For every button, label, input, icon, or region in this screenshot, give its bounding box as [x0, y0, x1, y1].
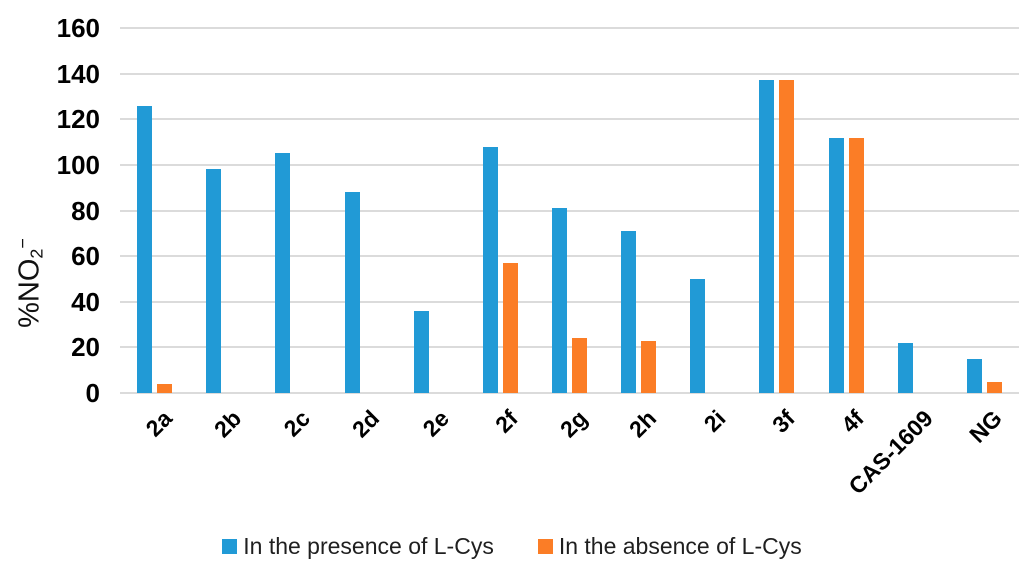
- x-category-label-2d: 2d: [347, 405, 385, 443]
- gridline-60: [120, 255, 1019, 258]
- legend: In the presence of L-Cys In the absence …: [0, 533, 1024, 560]
- bar-presence-2c: [275, 153, 291, 393]
- legend-label-absence: In the absence of L-Cys: [558, 533, 802, 559]
- bar-presence-2i: [690, 278, 706, 393]
- bar-absence-2f: [502, 262, 518, 393]
- plot-area: [120, 27, 1019, 394]
- bar-presence-2b: [206, 169, 222, 393]
- y-tick-label-120: 120: [56, 104, 100, 135]
- x-category-label-4f: 4f: [835, 405, 869, 438]
- gridline-160: [120, 27, 1019, 29]
- bar-presence-2e: [413, 310, 429, 393]
- x-category-label-2f: 2f: [489, 405, 523, 438]
- gridline-120: [120, 118, 1019, 121]
- bar-absence-2g: [572, 338, 587, 393]
- y-tick-label-160: 160: [56, 13, 100, 43]
- x-category-label-2b: 2b: [208, 405, 247, 443]
- legend-item-presence: In the presence of L-Cys: [222, 533, 494, 560]
- y-tick-label-60: 60: [71, 241, 100, 272]
- y-tick-label-140: 140: [56, 58, 100, 89]
- y-tick-label-40: 40: [71, 286, 100, 317]
- bar-presence-2d: [344, 192, 360, 393]
- bar-presence-3f: [759, 80, 775, 393]
- gridline-100: [120, 163, 1019, 166]
- y-axis: 0 20 40 60 80 100 120 140 160: [0, 0, 120, 420]
- bar-presence-NG: [966, 358, 982, 393]
- bar-presence-4f: [828, 137, 844, 393]
- bar-absence-NG: [986, 381, 1002, 393]
- x-category-label-2g: 2g: [554, 405, 592, 443]
- x-category-label-2a: 2a: [140, 405, 177, 442]
- x-category-label-3f: 3f: [766, 405, 800, 438]
- y-tick-label-20: 20: [71, 332, 100, 363]
- gridline-80: [120, 209, 1019, 212]
- gridline-140: [120, 72, 1019, 75]
- x-category-label-NG: NG: [964, 405, 1007, 448]
- gridline-0: [120, 392, 1019, 394]
- y-tick-label-0: 0: [85, 378, 100, 408]
- bar-absence-2a: [157, 383, 173, 393]
- x-category-label-2c: 2c: [278, 405, 316, 442]
- gridline-20: [120, 346, 1019, 349]
- legend-label-presence: In the presence of L-Cys: [243, 533, 494, 559]
- x-category-label-2h: 2h: [623, 405, 662, 443]
- legend-swatch-absence-icon: [537, 539, 553, 554]
- y-tick-label-80: 80: [71, 195, 100, 226]
- x-category-label-2i: 2i: [698, 405, 731, 437]
- y-tick-label-100: 100: [56, 149, 100, 180]
- legend-swatch-presence-icon: [222, 539, 238, 554]
- bar-absence-4f: [848, 137, 864, 393]
- bar-presence-CAS-1609: [897, 342, 913, 393]
- bar-presence-2a: [137, 105, 153, 393]
- bar-presence-2h: [621, 231, 637, 393]
- legend-item-absence: In the absence of L-Cys: [537, 533, 802, 560]
- bar-presence-2f: [482, 146, 498, 393]
- gridline-40: [120, 300, 1019, 303]
- bar-absence-3f: [779, 80, 795, 393]
- bar-presence-2g: [552, 208, 567, 393]
- bar-absence-2h: [641, 340, 657, 393]
- x-category-label-2e: 2e: [417, 405, 454, 442]
